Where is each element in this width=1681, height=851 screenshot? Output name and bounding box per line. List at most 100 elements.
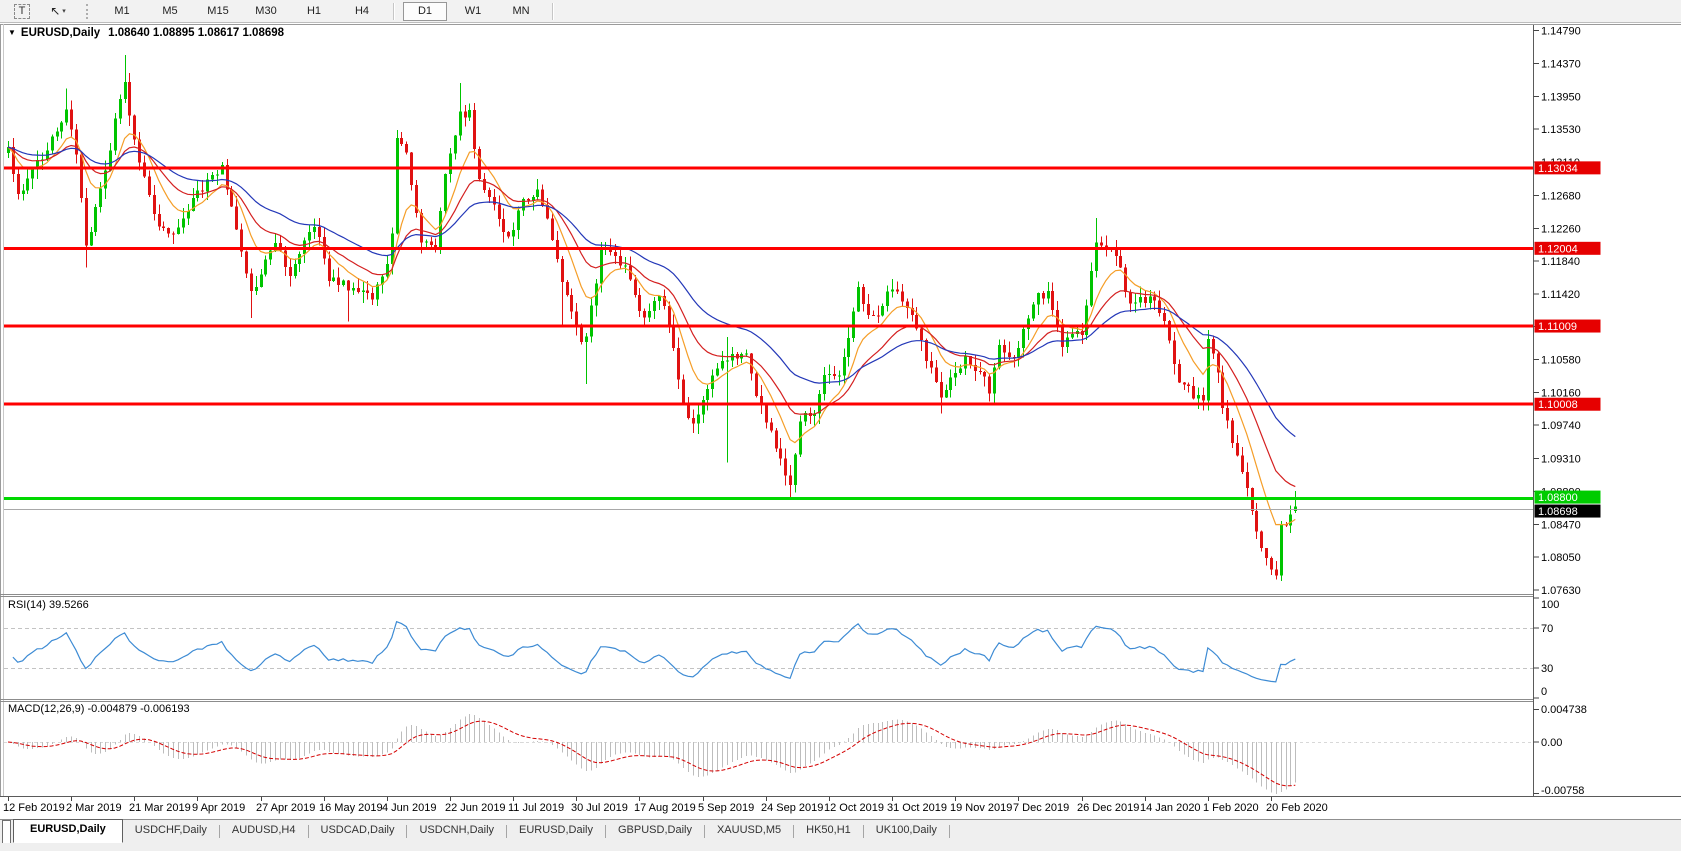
price-tick-label: 1.09740 — [1541, 420, 1581, 432]
date-tick-label: 24 Sep 2019 — [761, 802, 823, 814]
svg-text:1.08800: 1.08800 — [1538, 492, 1578, 504]
resistance-price-label — [1534, 319, 1601, 333]
date-tick-label: 20 Feb 2020 — [1266, 802, 1328, 814]
tab-separator — [218, 825, 220, 838]
toolbar-separator — [393, 2, 394, 20]
date-tick-label: 4 Jun 2019 — [382, 802, 436, 814]
macd-panel — [4, 713, 1533, 794]
tab-separator — [793, 825, 795, 838]
text-tool-icon: T — [13, 3, 31, 19]
timeframe-button-h4[interactable]: H4 — [340, 2, 384, 21]
svg-text:1.10008: 1.10008 — [1538, 399, 1578, 411]
timeframe-button-m1[interactable]: M1 — [100, 2, 144, 21]
chart-tab-usdcnh-daily[interactable]: USDCNH,Daily — [419, 824, 495, 836]
toolbar: T ↖ ▾ M1 M5 M15 M30 H1 H4 D1 W1 MN — [0, 0, 1681, 23]
price-tick-label: 1.11840 — [1541, 256, 1580, 268]
ohlc-values: 1.08640 1.08895 1.08617 1.08698 — [108, 27, 285, 39]
timeframe-button-h1[interactable]: H1 — [292, 2, 336, 21]
tab-separator — [948, 825, 950, 838]
date-tick-label: 5 Sep 2019 — [698, 802, 754, 814]
date-tick-label: 30 Jul 2019 — [571, 802, 628, 814]
rsi-panel — [4, 620, 1533, 683]
date-tick-label: 1 Feb 2020 — [1203, 802, 1259, 814]
price-tick-label: 1.13530 — [1541, 124, 1581, 136]
arrows-tool-button[interactable]: ↖ ▾ — [40, 2, 76, 21]
candlesticks — [7, 54, 1297, 582]
macd-axis-label: -0.00758 — [1541, 785, 1584, 797]
toolbar-separator — [552, 2, 553, 20]
macd-indicator-label: MACD(12,26,9) -0.004879 -0.006193 — [8, 703, 190, 715]
chart-tab-uk100-daily[interactable]: UK100,Daily — [875, 824, 937, 836]
timeframe-button-d1[interactable]: D1 — [403, 1, 447, 21]
tab-separator — [307, 825, 309, 838]
date-tick-label: 21 Mar 2019 — [129, 802, 191, 814]
price-tick-label: 1.09310 — [1541, 454, 1581, 466]
chart-tab-usdcad-daily[interactable]: USDCAD,Daily — [320, 824, 395, 836]
date-tick-label: 17 Aug 2019 — [634, 802, 696, 814]
rsi-axis-label: 0 — [1541, 686, 1547, 698]
tab-separator — [862, 825, 864, 838]
resistance-price-label — [1534, 241, 1601, 255]
date-tick-label: 9 Apr 2019 — [192, 802, 245, 814]
date-tick-label: 19 Nov 2019 — [950, 802, 1012, 814]
timeframe-button-m15[interactable]: M15 — [196, 2, 240, 21]
arrow-cursor-icon: ↖ — [50, 3, 61, 18]
macd-axis-label: 0.004738 — [1541, 704, 1587, 716]
rsi-indicator-label: RSI(14) 39.5266 — [8, 599, 89, 611]
price-tick-label: 1.10160 — [1541, 387, 1581, 399]
price-tick-label: 1.08470 — [1541, 519, 1581, 531]
toolbar-drag-handle[interactable] — [86, 3, 90, 19]
price-tick-label: 1.10580 — [1541, 355, 1581, 367]
chart-tab-audusd-h4[interactable]: AUDUSD,H4 — [231, 824, 296, 836]
tab-separator — [506, 825, 508, 838]
tab-separator — [703, 825, 705, 838]
rsi-axis-label: 70 — [1541, 623, 1553, 635]
price-tick-label: 1.12680 — [1541, 191, 1581, 203]
svg-text:1.08698: 1.08698 — [1538, 506, 1578, 518]
chart-tab-eurusd-daily[interactable]: EURUSD,Daily — [13, 819, 123, 843]
timeframe-button-m30[interactable]: M30 — [244, 2, 288, 21]
chart-tab-hk50-h1[interactable]: HK50,H1 — [806, 824, 851, 836]
price-tick-label: 1.11420 — [1541, 289, 1580, 301]
date-tick-label: 27 Apr 2019 — [256, 802, 315, 814]
ma-fast — [7, 133, 1296, 526]
svg-text:1.12004: 1.12004 — [1538, 243, 1578, 255]
chart-tab-xauusd-m5[interactable]: XAUUSD,M5 — [716, 824, 782, 836]
chart-tab-eurusd-daily[interactable]: EURUSD,Daily — [519, 824, 593, 836]
macd-axis-label: 0.00 — [1541, 737, 1562, 749]
date-tick-label: 11 Jul 2019 — [508, 802, 564, 814]
date-tick-label: 16 May 2019 — [319, 802, 383, 814]
date-tick-label: 31 Oct 2019 — [887, 802, 947, 814]
text-tool-button[interactable]: T — [8, 2, 36, 21]
date-tick-label: 12 Oct 2019 — [824, 802, 884, 814]
chevron-down-icon: ▾ — [62, 7, 66, 15]
symbol-name: EURUSD,Daily — [20, 27, 101, 39]
tab-separator — [406, 825, 408, 838]
price-tick-label: 1.12260 — [1541, 223, 1581, 235]
resistance-price-label — [1534, 397, 1601, 411]
date-tick-label: 7 Dec 2019 — [1013, 802, 1069, 814]
chart-tab-bar: EURUSD,Daily USDCHF,Daily AUDUSD,H4 USDCAD,… — [0, 819, 1681, 851]
chart-tab-usdchf-daily[interactable]: USDCHF,Daily — [134, 824, 207, 836]
rsi-axis-label: 100 — [1541, 599, 1559, 611]
date-tick-label: 22 Jun 2019 — [445, 802, 506, 814]
resistance-price-label — [1534, 161, 1601, 175]
current-price-label — [1534, 504, 1601, 518]
price-tick-label: 1.14790 — [1541, 26, 1581, 38]
chart-symbol-title: ▼ EURUSD,Daily 1.08640 1.08895 1.08617 1.0… — [8, 27, 284, 39]
rsi-axis-label: 30 — [1541, 663, 1553, 675]
chart-dropdown-icon[interactable]: ▼ — [8, 28, 16, 37]
timeframe-button-w1[interactable]: W1 — [451, 2, 495, 21]
horizontal-level-lines — [4, 166, 1533, 511]
price-tick-label: 1.07630 — [1541, 585, 1581, 597]
chart-tab-gbpusd-daily[interactable]: GBPUSD,Daily — [618, 824, 692, 836]
date-tick-label: 2 Mar 2019 — [66, 802, 122, 814]
timeframe-button-mn[interactable]: MN — [499, 2, 543, 21]
tab-strip-stub — [2, 820, 11, 843]
date-tick-label: 14 Jan 2020 — [1140, 802, 1201, 814]
price-tick-label: 1.13950 — [1541, 91, 1581, 103]
price-tick-label: 1.08050 — [1541, 552, 1581, 564]
timeframe-button-m5[interactable]: M5 — [148, 2, 192, 21]
macd-signal-line — [7, 720, 1296, 787]
